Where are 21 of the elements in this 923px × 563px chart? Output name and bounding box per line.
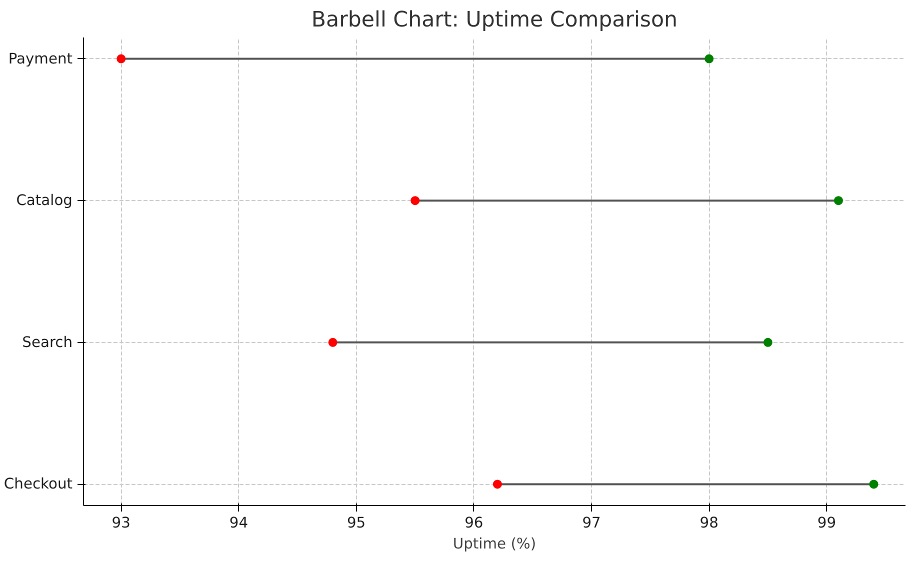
point xyxy=(116,54,126,64)
point xyxy=(834,196,843,206)
x-tick-label: 96 xyxy=(464,514,484,532)
x-tick-label: 98 xyxy=(700,514,718,532)
x-tick-label: 99 xyxy=(817,514,836,532)
point xyxy=(869,480,878,489)
y-tick-label: Payment xyxy=(8,50,73,68)
point xyxy=(704,54,714,64)
point xyxy=(328,338,338,347)
chart-title: Barbell Chart: Uptime Comparison xyxy=(311,8,678,32)
point xyxy=(763,338,772,347)
x-axis-title: Uptime (%) xyxy=(452,536,536,552)
y-tick-label: Search xyxy=(22,334,73,351)
x-tick-label: 93 xyxy=(112,514,130,532)
x-tick-label: 94 xyxy=(229,514,248,532)
point xyxy=(492,480,502,489)
point xyxy=(410,196,420,206)
x-tick-label: 95 xyxy=(347,514,366,532)
y-tick-label: Catalog xyxy=(16,192,73,210)
x-tick-label: 97 xyxy=(582,514,601,532)
y-tick-label: Checkout xyxy=(4,476,73,493)
